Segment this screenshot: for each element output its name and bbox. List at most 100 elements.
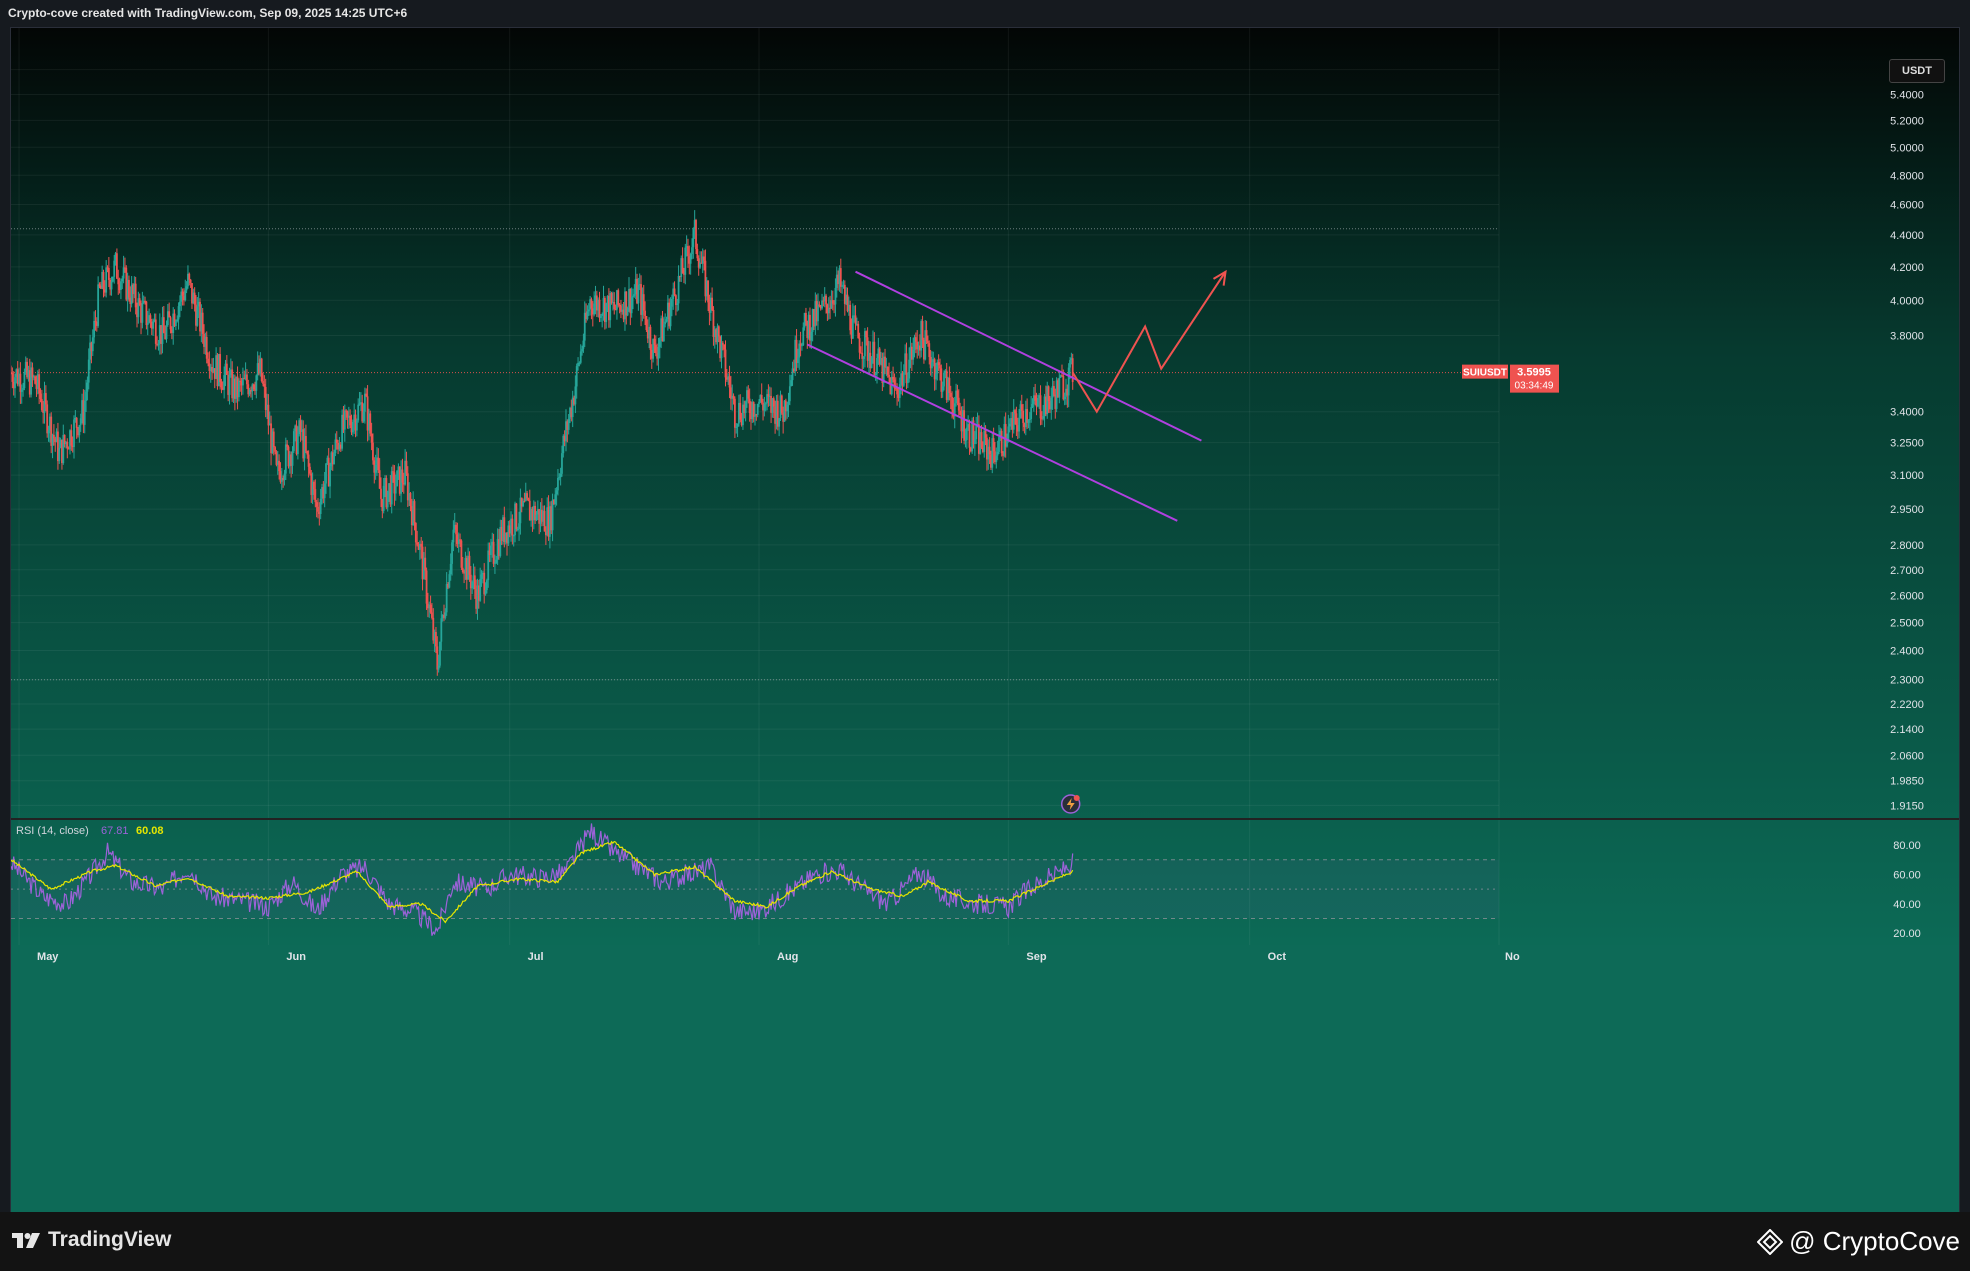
candle-body [888, 374, 890, 378]
candle-body [834, 287, 837, 305]
rsi-band [11, 859, 1499, 919]
candle-body [759, 395, 762, 402]
candle-body [14, 377, 16, 389]
candle-body [768, 396, 771, 398]
candle-body [376, 457, 378, 465]
candle-body [957, 397, 960, 411]
candle-body [886, 366, 889, 375]
time-tick-label: Oct [1268, 951, 1287, 963]
candle-body [77, 427, 79, 436]
price-tick-label: 1.9850 [1890, 776, 1924, 788]
candle-body [951, 396, 953, 410]
candle-body [219, 354, 222, 382]
candle-body [284, 444, 287, 474]
candle-body [995, 455, 998, 463]
candle-body [82, 400, 85, 425]
candle-body [495, 559, 498, 564]
currency-button[interactable]: USDT [1889, 59, 1945, 83]
candle-body [708, 302, 711, 313]
candle-body [692, 229, 695, 248]
price-tick-label: 4.2000 [1890, 262, 1924, 274]
price-tick-label: 2.3000 [1890, 675, 1924, 687]
rsi-label: RSI (14, close) [16, 825, 89, 837]
price-tick-label: 2.7000 [1890, 565, 1924, 577]
candle-body [723, 344, 726, 350]
candle-body [657, 346, 660, 359]
candle-body [775, 400, 778, 424]
chart-canvas[interactable]: 5.60005.40005.20005.00004.80004.60004.40… [11, 28, 1959, 1213]
candle-body [910, 346, 913, 360]
candle-body [597, 299, 600, 311]
price-tick-label: 3.4000 [1890, 407, 1924, 419]
cryptocove-watermark: @ CryptoCove [1757, 1226, 1960, 1257]
candle-body [286, 444, 289, 447]
candle-body [644, 310, 646, 316]
candle-body [107, 267, 110, 280]
candle-body [969, 447, 972, 452]
candle-body [927, 340, 929, 344]
candle-body [782, 412, 785, 422]
candle-body [44, 393, 47, 405]
candle-body [636, 278, 638, 304]
candle-body [270, 423, 272, 454]
candle-body [943, 372, 945, 387]
candle-body [570, 407, 573, 418]
candle-body [103, 289, 106, 293]
candle-body [557, 477, 559, 491]
candle-body [137, 298, 140, 318]
candle-body [621, 309, 624, 312]
candle-body [28, 370, 31, 395]
candle-body [201, 312, 204, 334]
candle-body [101, 271, 104, 289]
candle-body [124, 267, 126, 269]
candle-body [18, 373, 20, 385]
candle-body [349, 415, 352, 426]
candle-body [149, 315, 152, 322]
candle-body [973, 439, 976, 445]
candle-body [810, 331, 813, 341]
candle-body [156, 343, 159, 346]
candle-body [485, 580, 488, 591]
candle-body [610, 293, 613, 304]
candle-body [362, 411, 365, 422]
candle-body [649, 326, 652, 350]
candle-body [711, 297, 714, 310]
candle-body [146, 322, 149, 326]
candle-body [953, 403, 956, 417]
candle-body [318, 511, 321, 514]
candle-body [948, 377, 951, 394]
candle-body [1042, 416, 1045, 419]
rsi-scale: 80.00 60.00 40.00 20.00 [1893, 840, 1921, 940]
candle-body [865, 331, 868, 338]
candle-body [700, 262, 703, 264]
candle-body [67, 448, 70, 450]
candle-body [613, 301, 616, 310]
candle-body [87, 359, 90, 383]
candle-body [850, 330, 853, 339]
candle-body [1070, 358, 1073, 361]
candle-body [535, 514, 538, 521]
candle-body [721, 342, 724, 345]
candle-body [618, 304, 621, 306]
candle-body [527, 498, 530, 501]
candle-body [860, 352, 862, 354]
candle-body [979, 432, 982, 454]
candle-body [662, 324, 665, 342]
candle-body [851, 315, 854, 339]
candle-body [432, 617, 435, 641]
candle-body [305, 436, 307, 451]
candle-body [796, 357, 799, 363]
candle-body [901, 373, 904, 386]
candle-body [319, 498, 322, 514]
rsi-line [11, 823, 1074, 936]
candle-body [339, 444, 342, 449]
candle-body [756, 403, 759, 415]
candle-body [233, 378, 236, 399]
tradingview-logo[interactable]: TradingView [12, 1228, 171, 1252]
candle-body [79, 418, 82, 426]
candle-body [145, 301, 148, 326]
candle-body [43, 393, 46, 413]
candle-body [98, 284, 101, 286]
candle-body [806, 320, 809, 338]
candle-body [416, 542, 419, 545]
